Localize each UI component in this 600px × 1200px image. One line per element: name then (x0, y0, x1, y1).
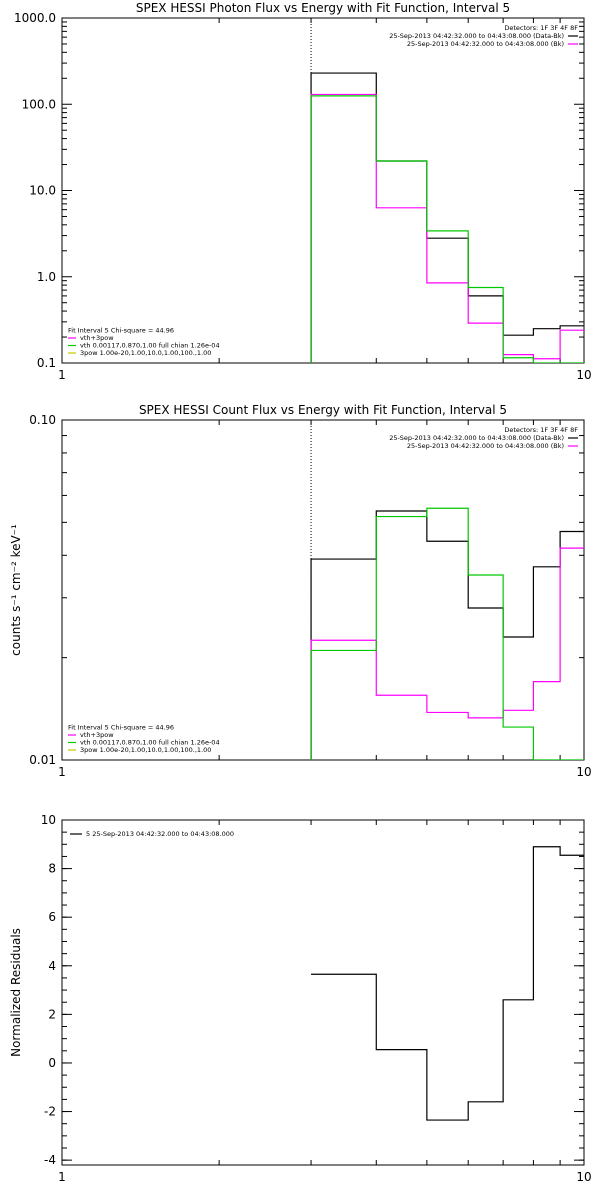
y-tick-label: 1.0 (37, 270, 56, 284)
y-tick-label: -2 (44, 1105, 56, 1119)
y-tick-label: 10 (41, 813, 56, 827)
legend-entry: 3pow 1.00e-20,1.00,10.0,1.00,100.,1.00 (80, 746, 211, 754)
series-2-line (310, 93, 584, 363)
legend-entry: vth+3pow (80, 731, 114, 739)
y-tick-label: 6 (48, 910, 56, 924)
y-tick-label: 0.10 (29, 413, 56, 427)
y-tick-label: 4 (48, 959, 56, 973)
series-3-line (310, 507, 584, 760)
y-tick-label: 0.01 (29, 753, 56, 767)
x-tick-label: 1 (58, 368, 66, 382)
legend-entry: Fit Interval 5 Chi-square = 44.96 (68, 724, 174, 732)
series-group (310, 507, 584, 760)
legend-entry: 3pow 1.00e-20,1.00,10.0,1.00,100.,1.00 (80, 349, 211, 357)
x-tick-label: 1 (58, 765, 66, 779)
legend-entry: 5 25-Sep-2013 04:42:32.000 to 04:43:08.0… (86, 830, 234, 838)
panel-2: SPEX HESSI Count Flux vs Energy with Fit… (9, 403, 592, 779)
legend-entry: 25-Sep-2013 04:42:32.000 to 04:43:08.000… (407, 442, 564, 450)
y-tick-label: 10.0 (29, 184, 56, 198)
legend-entry: Detectors: 1F 3F 4F 8F (504, 24, 578, 32)
x-tick-label: 10 (576, 1170, 591, 1184)
legend-entry: 25-Sep-2013 04:42:32.000 to 04:43:08.000… (407, 40, 564, 48)
legend-entry: vth 0.00117,0.870,1.00 full chian 1.26e-… (80, 342, 220, 350)
y-tick-label: 1000.0 (14, 11, 56, 25)
series-group (310, 72, 584, 363)
series-1-line (311, 846, 584, 1121)
series-1-line (310, 72, 584, 363)
x-tick-label: 1 (58, 1170, 66, 1184)
plot-frame (61, 419, 585, 761)
series-3-line (310, 95, 584, 363)
legend-entry: Fit Interval 5 Chi-square = 44.96 (68, 327, 174, 335)
series-1-line (310, 510, 584, 760)
chart-title: SPEX HESSI Count Flux vs Energy with Fit… (139, 403, 507, 417)
y-axis-label: Normalized Residuals (9, 928, 23, 1057)
y-axis-label: counts s⁻¹ cm⁻² keV⁻¹ (9, 524, 23, 656)
plot-frame (61, 17, 585, 364)
y-tick-label: 100.0 (22, 97, 56, 111)
x-tick-label: 10 (576, 368, 591, 382)
y-tick-label: 0 (48, 1056, 56, 1070)
y-tick-label: 8 (48, 862, 56, 876)
legend-entry: 25-Sep-2013 04:42:32.000 to 04:43:08.000… (389, 32, 564, 40)
legend-entry: vth 0.00117,0.870,1.00 full chian 1.26e-… (80, 739, 220, 747)
panel-1: SPEX HESSI Photon Flux vs Energy with Fi… (14, 1, 592, 382)
x-tick-label: 10 (576, 765, 591, 779)
series-group (311, 846, 584, 1121)
y-tick-label: -4 (44, 1153, 56, 1167)
chart-title: SPEX HESSI Photon Flux vs Energy with Fi… (136, 1, 510, 15)
y-tick-label: 0.1 (37, 356, 56, 370)
y-tick-label: 2 (48, 1007, 56, 1021)
legend-entry: vth+3pow (80, 334, 114, 342)
series-2-line (310, 547, 584, 760)
legend-entry: Detectors: 1F 3F 4F 8F (504, 426, 578, 434)
panel-3: 1 10 -4 -2 0 2 4 6 8 10 Normalized Residuals 5 25-S… (9, 813, 592, 1184)
plot-frame (61, 819, 585, 1166)
legend-entry: 25-Sep-2013 04:42:32.000 to 04:43:08.000… (389, 434, 564, 442)
